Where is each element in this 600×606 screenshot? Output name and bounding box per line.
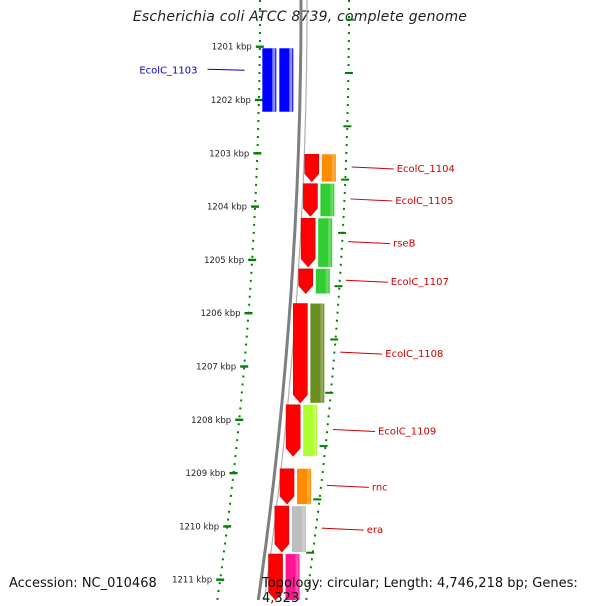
ruler-tick-label: 1204 kbp — [207, 203, 247, 213]
gene-label: EcolC_1108 — [385, 349, 443, 360]
gene-cog-block — [315, 268, 330, 294]
genome-summary-text: Topology: circular; Length: 4,746,218 bp… — [262, 576, 578, 606]
gene-label: rseB — [393, 239, 415, 250]
gene-strand-arrow — [304, 154, 320, 183]
gene-block-highlight — [325, 268, 329, 294]
ruler-tick-label: 1211 kbp — [172, 576, 212, 586]
ruler-tick-label: 1203 kbp — [209, 149, 249, 159]
gene-block-highlight — [313, 404, 317, 457]
gene-block-highlight — [307, 468, 311, 505]
ruler-tick-label: 1201 kbp — [212, 43, 252, 53]
gene-block-highlight — [331, 154, 335, 182]
gene-cog-block — [297, 468, 312, 505]
gene-label-leader — [321, 527, 364, 531]
gene-block-highlight — [295, 554, 299, 600]
ruler-tick-label: 1202 kbp — [211, 96, 251, 106]
gene-label: EcolC_1105 — [395, 196, 453, 207]
gene-label-leader — [350, 198, 393, 202]
ruler-tick-label: 1208 kbp — [191, 416, 231, 426]
gene-cog-block — [310, 303, 325, 403]
gene-cog-block — [320, 183, 335, 217]
backbone-arc — [256, 0, 303, 600]
gene-label-leader — [348, 241, 391, 245]
gene-strand-arrow — [279, 468, 295, 505]
gene-block-highlight — [272, 48, 276, 112]
gene-block-highlight — [301, 506, 305, 553]
gene-block-highlight — [328, 218, 332, 267]
gene-label-leader — [326, 484, 369, 488]
gene-block-highlight — [289, 48, 293, 112]
gene-strand-arrow — [303, 183, 318, 217]
ruler-dotted-ring-right — [305, 0, 350, 600]
ruler-tick-label: 1205 kbp — [204, 256, 244, 266]
gene-label: era — [367, 525, 383, 536]
gene-label-leader — [345, 279, 388, 283]
gene-strand-arrow — [300, 217, 316, 268]
backbone-inner-arc — [263, 0, 308, 600]
gene-label-leader — [333, 428, 376, 432]
gene-label: EcolC_1107 — [391, 277, 449, 288]
gene-label: EcolC_1104 — [397, 164, 455, 175]
gene-cog-block — [321, 154, 336, 182]
ruler-tick-label: 1207 kbp — [196, 363, 236, 373]
gene-label: EcolC_1103 — [139, 65, 197, 76]
gene-strand-arrow — [298, 268, 314, 295]
gene-cog-block — [285, 554, 300, 600]
gene-strand-arrow — [293, 303, 308, 404]
ruler-dotted-ring-left — [216, 0, 261, 600]
ruler-tick-label: 1209 kbp — [185, 469, 225, 479]
accession-text: Accession: NC_010468 — [9, 576, 157, 591]
gene-label-leader — [340, 351, 383, 355]
gene-strand-arrow — [268, 553, 283, 600]
gene-strand-arrow — [274, 505, 290, 553]
gene-block-highlight — [330, 183, 334, 217]
gene-label-leader — [207, 68, 245, 71]
gene-label-leader — [351, 166, 394, 170]
ruler-tick-label: 1210 kbp — [179, 522, 219, 532]
gene-cog-block — [303, 404, 318, 457]
gene-block-highlight — [320, 303, 324, 403]
ruler-tick-label: 1206 kbp — [200, 309, 240, 319]
gene-cog-block — [318, 218, 333, 267]
gene-label: rnc — [372, 482, 388, 493]
gene-cog-block — [291, 506, 306, 553]
gene-label: EcolC_1109 — [378, 426, 436, 437]
gene-strand-arrow — [285, 404, 301, 457]
